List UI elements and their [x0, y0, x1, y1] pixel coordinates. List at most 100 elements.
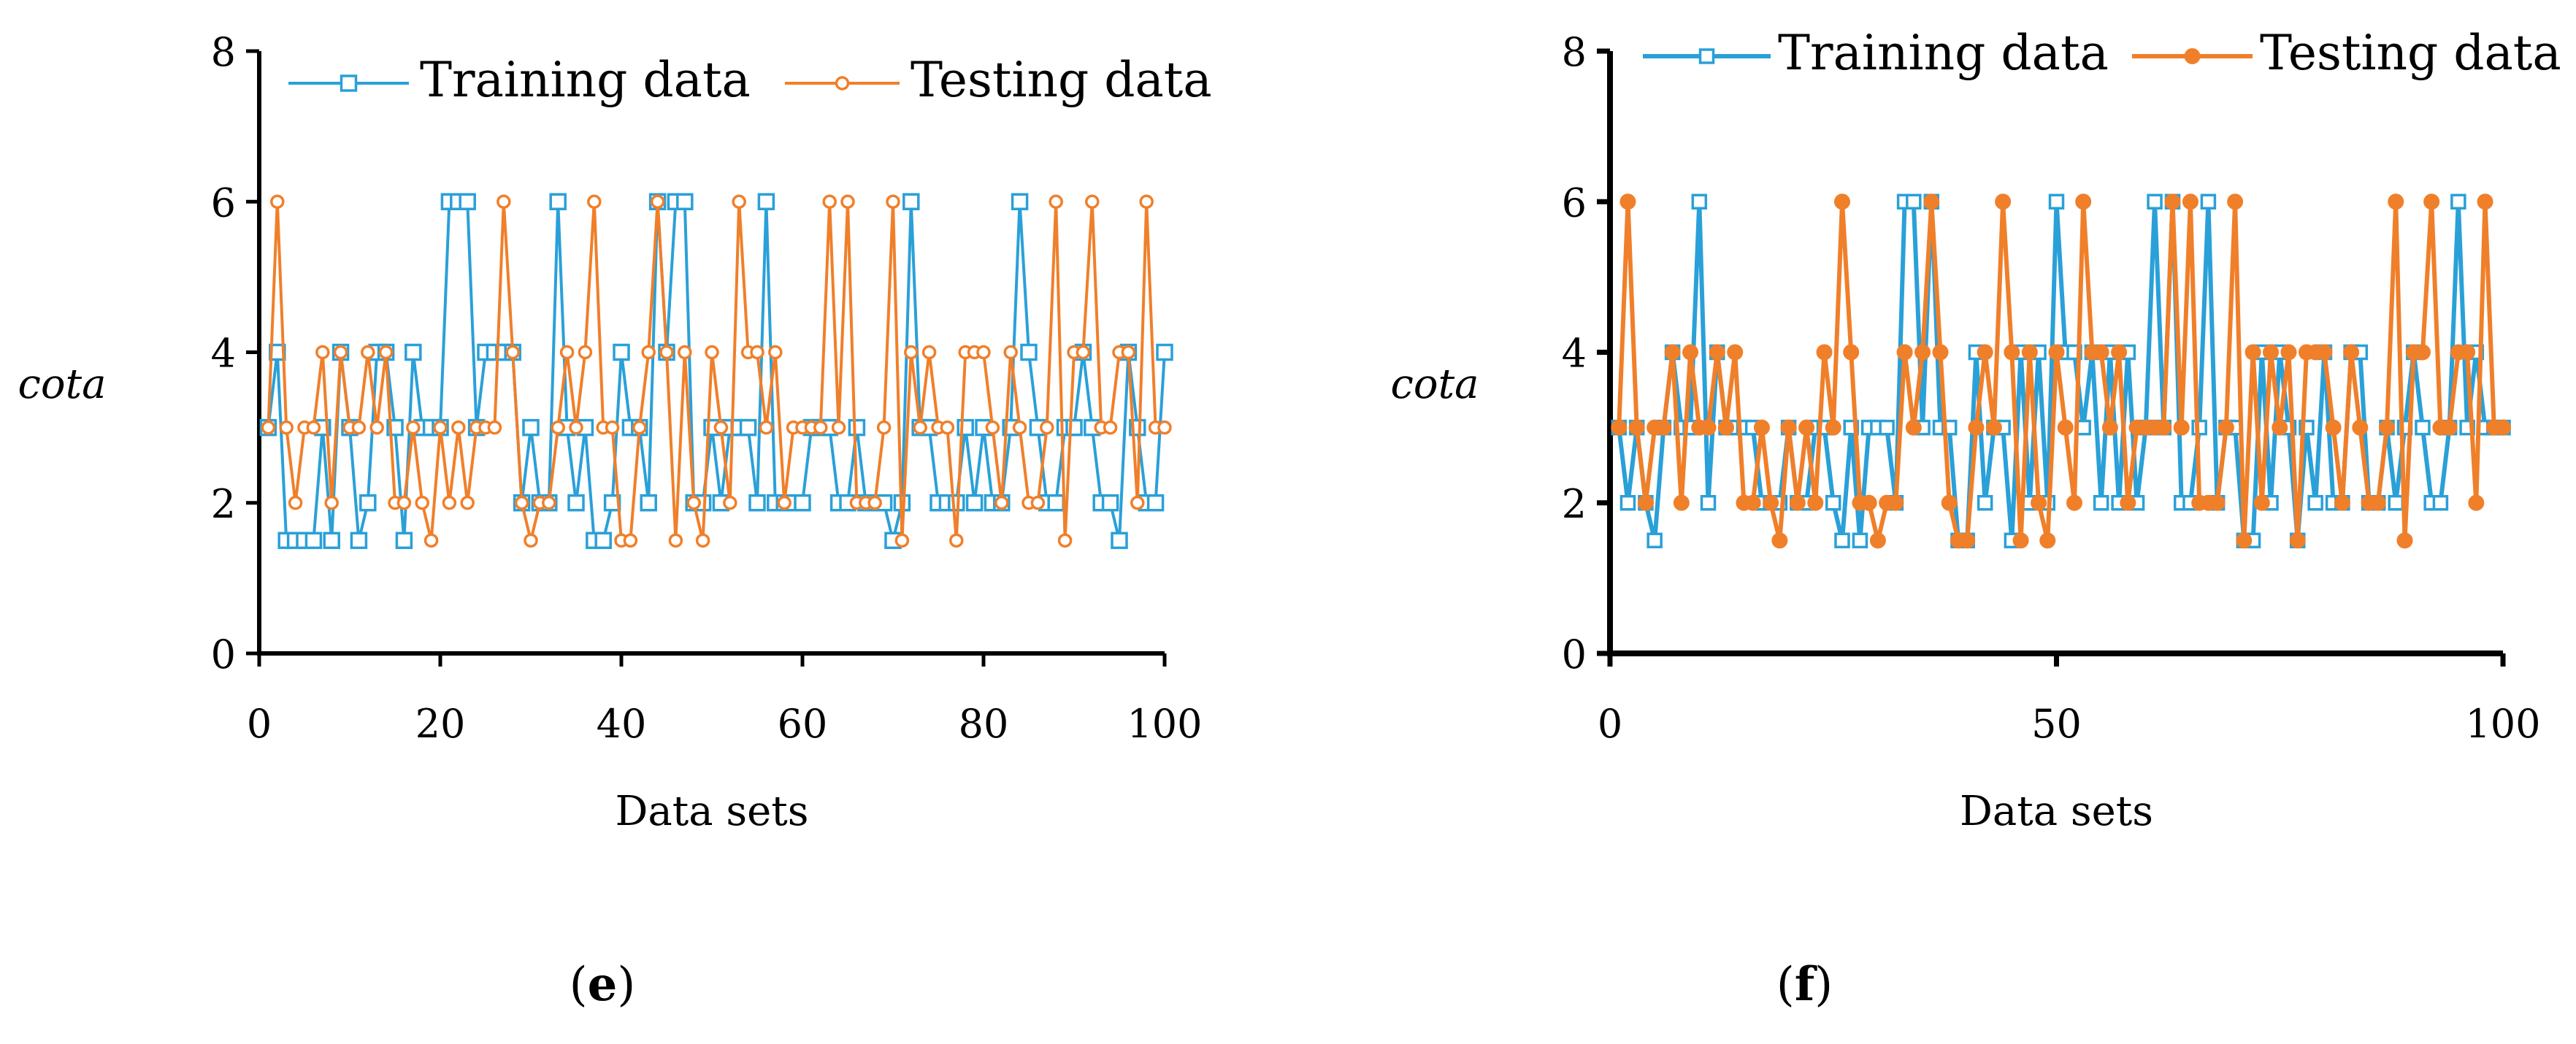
- data-point: [1157, 420, 1172, 435]
- data-point: [569, 420, 583, 435]
- data-point: [723, 496, 737, 510]
- data-point: [613, 343, 630, 361]
- data-point: [1619, 495, 1636, 511]
- data-point: [876, 420, 892, 435]
- data-point: [487, 420, 502, 435]
- data-point: [2111, 344, 2128, 361]
- data-point: [567, 494, 585, 512]
- data-point: [2048, 344, 2065, 361]
- data-point: [542, 496, 556, 510]
- data-point: [1914, 344, 1931, 361]
- series-line: [267, 200, 1166, 542]
- chart-panel-f: 0 2 4 6 8 0 50 100 Data sets cota Training data Tes…: [1391, 25, 2561, 1012]
- data-point: [1780, 419, 1797, 436]
- data-point: [2245, 344, 2261, 361]
- caption-letter: f: [1795, 957, 1817, 1012]
- legend-item-training-data: Training data: [288, 52, 751, 108]
- data-point: [1906, 193, 1922, 210]
- caption-close-paren: ): [1814, 958, 1833, 1012]
- x-tick-label: 40: [597, 701, 647, 747]
- data-point: [2289, 532, 2306, 549]
- data-point: [739, 418, 757, 437]
- data-point: [1111, 531, 1128, 550]
- legend-label: Testing data: [911, 52, 1212, 108]
- data-point: [2057, 419, 2074, 436]
- data-point: [759, 420, 774, 435]
- data-point: [587, 194, 602, 209]
- data-point: [2048, 193, 2065, 210]
- legend-label: Training data: [1778, 25, 2109, 81]
- data-point: [1619, 193, 1636, 210]
- data-point: [2441, 419, 2458, 436]
- data-point: [549, 193, 567, 210]
- caption-open-paren: (: [570, 958, 588, 1012]
- data-point: [1611, 419, 1628, 436]
- data-point: [514, 496, 529, 510]
- data-point: [994, 496, 1009, 510]
- data-point: [921, 345, 937, 360]
- data-point: [605, 420, 620, 435]
- data-point: [1156, 343, 1173, 361]
- data-point: [2236, 532, 2253, 549]
- data-point: [1076, 345, 1091, 360]
- legend-label: Training data: [420, 52, 751, 108]
- data-point: [2004, 344, 2020, 361]
- data-point: [1655, 419, 1672, 436]
- data-point: [1103, 420, 1118, 435]
- data-point: [1807, 494, 1824, 511]
- data-point: [713, 420, 729, 435]
- data-point: [406, 420, 421, 435]
- data-point: [315, 345, 330, 360]
- data-point: [2468, 494, 2485, 511]
- data-point: [1869, 532, 1886, 549]
- data-point: [1905, 419, 1922, 436]
- data-point: [867, 496, 882, 510]
- series-testing-data: [261, 194, 1172, 548]
- y-tick-label: 0: [211, 632, 236, 678]
- data-point: [2343, 344, 2360, 361]
- data-point: [894, 533, 910, 548]
- data-point: [1146, 494, 1165, 512]
- data-point: [1101, 494, 1119, 512]
- data-point: [1896, 344, 1913, 361]
- data-point: [1825, 495, 1841, 511]
- series-testing-data: [1611, 193, 2511, 549]
- data-point: [2414, 344, 2431, 361]
- panel-caption: (e): [570, 957, 636, 1012]
- data-point: [1057, 533, 1073, 548]
- data-point: [2155, 419, 2172, 436]
- data-point: [2379, 419, 2396, 436]
- data-point: [976, 345, 991, 360]
- data-point: [732, 194, 746, 209]
- data-point: [459, 193, 476, 210]
- data-point: [2200, 193, 2217, 210]
- data-point: [1887, 494, 1904, 511]
- data-point: [1047, 494, 1065, 512]
- data-point: [306, 420, 321, 435]
- data-point: [904, 345, 919, 360]
- legend-item-training-data: Training data: [1643, 25, 2109, 81]
- data-point: [1682, 344, 1699, 361]
- data-point: [1834, 532, 1850, 549]
- data-point: [324, 496, 339, 510]
- data-point: [2396, 532, 2413, 549]
- data-point: [1637, 494, 1654, 511]
- data-point: [340, 74, 358, 92]
- data-point: [940, 420, 955, 435]
- data-point: [2253, 494, 2270, 511]
- data-point: [261, 420, 276, 435]
- data-point: [270, 194, 285, 209]
- data-point: [2101, 419, 2118, 436]
- data-point: [1012, 420, 1027, 435]
- data-point: [1977, 495, 1993, 511]
- x-axis-title: Data sets: [615, 788, 808, 835]
- data-point: [551, 420, 565, 435]
- legend-item-testing-data: Testing data: [785, 52, 1212, 108]
- data-point: [2012, 532, 2029, 549]
- y-tick-label: 6: [1562, 180, 1587, 226]
- data-point: [2173, 419, 2190, 436]
- series-line: [267, 200, 1165, 542]
- data-point: [1744, 494, 1761, 511]
- data-point: [2066, 494, 2082, 511]
